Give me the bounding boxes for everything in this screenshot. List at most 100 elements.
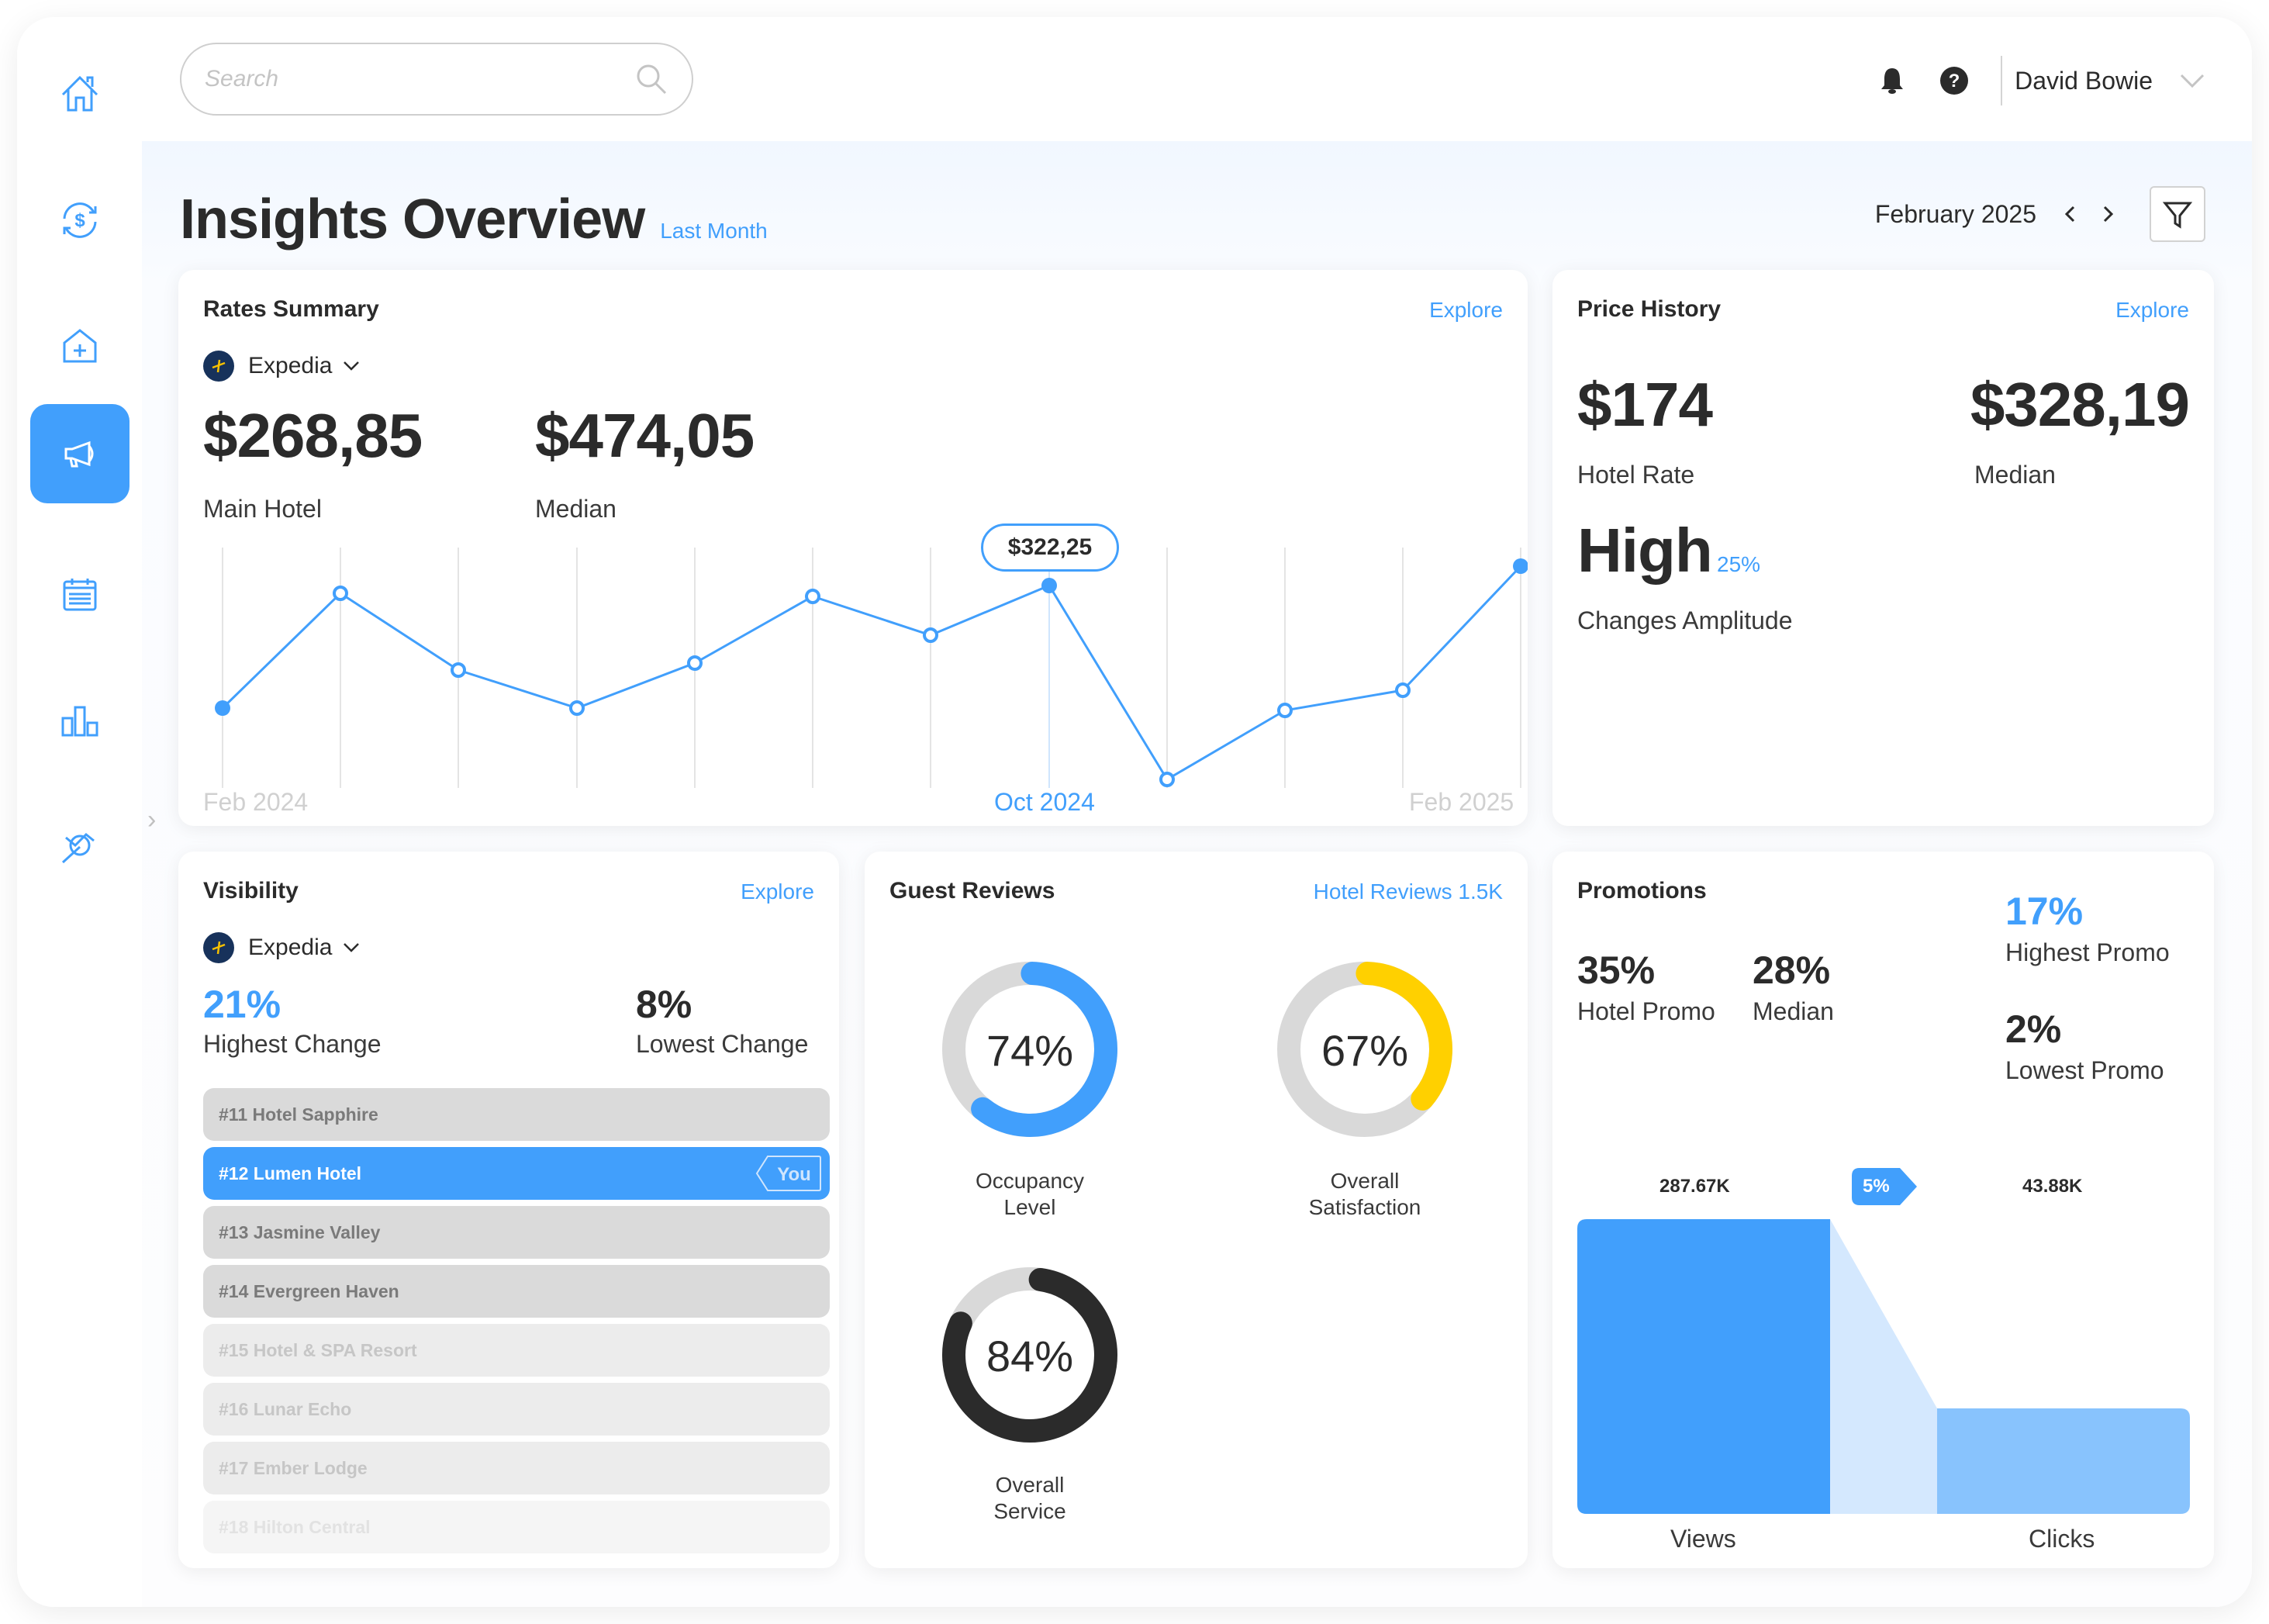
ranking-item[interactable]: #17 Ember Lodge [203,1442,830,1494]
occupancy-donut [942,962,1117,1137]
ranking-item[interactable]: #11 Hotel Sapphire [203,1088,830,1141]
price-history-card: Price History Explore $174 Hotel Rate $3… [1552,270,2214,826]
views-clicks-funnel-chart [1577,1219,2190,1514]
filter-icon [2162,202,2193,229]
ranking-item[interactable]: #18 Hilton Central [203,1501,830,1553]
chevron-down-icon[interactable] [2179,73,2205,88]
search-icon[interactable] [634,62,668,96]
highest-promo-value: 17% [2005,890,2084,933]
median-value: 28% [1753,948,1831,992]
median-rate: $474,05 [535,401,755,470]
sidebar-item-add-property[interactable] [30,296,130,396]
hotel-reviews-link[interactable]: Hotel Reviews 1.5K [1313,879,1503,904]
chevron-left-icon[interactable] [2060,203,2081,225]
median-label: Median [1753,997,1834,1025]
svg-text:You: You [777,1164,811,1185]
views-value: 287.67K [1659,1176,1730,1197]
hotel-rate-value: $174 [1577,370,1713,439]
amplitude-pct: 25% [1717,552,1761,576]
filter-button[interactable] [2150,186,2205,242]
lowest-change-label: Lowest Change [636,1030,809,1058]
service-label: Overall Service [993,1473,1066,1523]
chevron-right-icon[interactable] [2097,203,2119,225]
chevron-down-icon [344,943,360,952]
dollar-refresh-icon: $ [63,202,97,238]
ranking-item[interactable]: #15 Hotel & SPA Resort [203,1324,830,1377]
search-input[interactable] [205,66,634,92]
hotel-promo-value: 35% [1577,948,1656,992]
user-name[interactable]: David Bowie [2015,66,2153,95]
explore-link[interactable]: Explore [2115,298,2189,322]
x-label-mid: Oct 2024 [994,788,1095,816]
period-link[interactable]: Last Month [660,219,768,243]
page-title: Insights Overview [180,188,645,251]
explore-link[interactable]: Explore [1429,298,1503,322]
satisfaction-value: 67% [1321,1026,1409,1075]
lowest-promo-value: 2% [2005,1007,2062,1051]
highest-change-value: 21% [203,983,281,1026]
date-navigator: February 2025 [1875,186,2205,242]
lowest-promo-label: Lowest Promo [2005,1056,2164,1084]
help-icon[interactable]: ? [1939,65,1970,96]
bell-icon[interactable] [1877,65,1908,96]
occupancy-value: 74% [986,1026,1074,1075]
median-label: Median [1974,461,2056,489]
rates-line-chart [215,548,1528,788]
clicks-value: 43.88K [2022,1176,2083,1197]
conversion-badge [1852,1168,1917,1205]
target-chart-icon [61,832,95,864]
ranking-item[interactable]: #16 Lunar Echo [203,1383,830,1436]
card-title: Guest Reviews [889,878,1055,904]
sidebar-item-home[interactable] [30,45,130,144]
promotions-card: Promotions 35% Hotel Promo 28% Median 17… [1552,852,2214,1568]
provider-select[interactable]: Expedia [203,351,360,382]
ranking-item[interactable]: #13 Jasmine Valley [203,1206,830,1259]
lowest-change-value: 8% [636,983,692,1026]
svg-text:?: ? [1949,71,1960,92]
chevron-down-icon [344,361,360,371]
expedia-logo-icon [203,932,234,963]
ranking-item-current[interactable]: #12 Lumen Hotel You [203,1147,830,1200]
megaphone-icon [64,441,94,468]
divider [2001,56,2003,105]
calendar-icon [63,579,97,611]
conversion-value: 5% [1863,1176,1890,1197]
card-title: Price History [1577,296,1722,322]
provider-select[interactable]: Expedia [203,932,360,963]
sidebar-item-rates[interactable]: $ [30,171,130,270]
hotel-rate-label: Hotel Rate [1577,461,1695,489]
median-label: Median [535,495,616,523]
highest-promo-label: Highest Promo [2005,938,2170,966]
x-label-end: Feb 2025 [1409,788,1514,816]
sidebar-collapse-button[interactable]: › [147,805,157,834]
sidebar-item-calendar[interactable] [30,544,130,644]
explore-link[interactable]: Explore [741,879,814,904]
service-donut [942,1267,1117,1443]
ranking-item[interactable]: #14 Evergreen Haven [203,1265,830,1318]
svg-text:$: $ [74,210,85,231]
date-label: February 2025 [1874,199,2036,228]
home-icon [61,75,98,112]
chart-tooltip: $322,25 [981,523,1119,572]
amplitude-value: High [1577,516,1713,585]
occupancy-label: Occupancy Level [975,1169,1085,1219]
app-frame: $ › ? David Bowie Insights Overview La [17,17,2252,1607]
rates-summary-card: Rates Summary Explore Expedia $268,85 Ma… [178,270,1528,826]
card-title: Visibility [203,878,299,904]
sidebar-item-ranking[interactable] [30,670,130,769]
guest-reviews-card: Guest Reviews Hotel Reviews 1.5K 74% Occ… [865,852,1528,1568]
search-box[interactable] [180,43,693,116]
highest-change-label: Highest Change [203,1030,382,1058]
main-hotel-rate: $268,85 [203,401,423,470]
user-area: ? David Bowie [1877,56,2205,105]
sidebar-item-promotions[interactable] [30,404,130,503]
you-tag: You [755,1156,821,1191]
provider-name: Expedia [248,353,333,378]
provider-name: Expedia [248,935,333,960]
satisfaction-label: Overall Satisfaction [1308,1169,1421,1219]
sidebar-item-analytics[interactable] [30,796,130,895]
main-hotel-label: Main Hotel [203,495,322,523]
x-label-start: Feb 2024 [203,788,309,816]
amplitude-label: Changes Amplitude [1577,606,1793,634]
service-value: 84% [986,1332,1074,1380]
